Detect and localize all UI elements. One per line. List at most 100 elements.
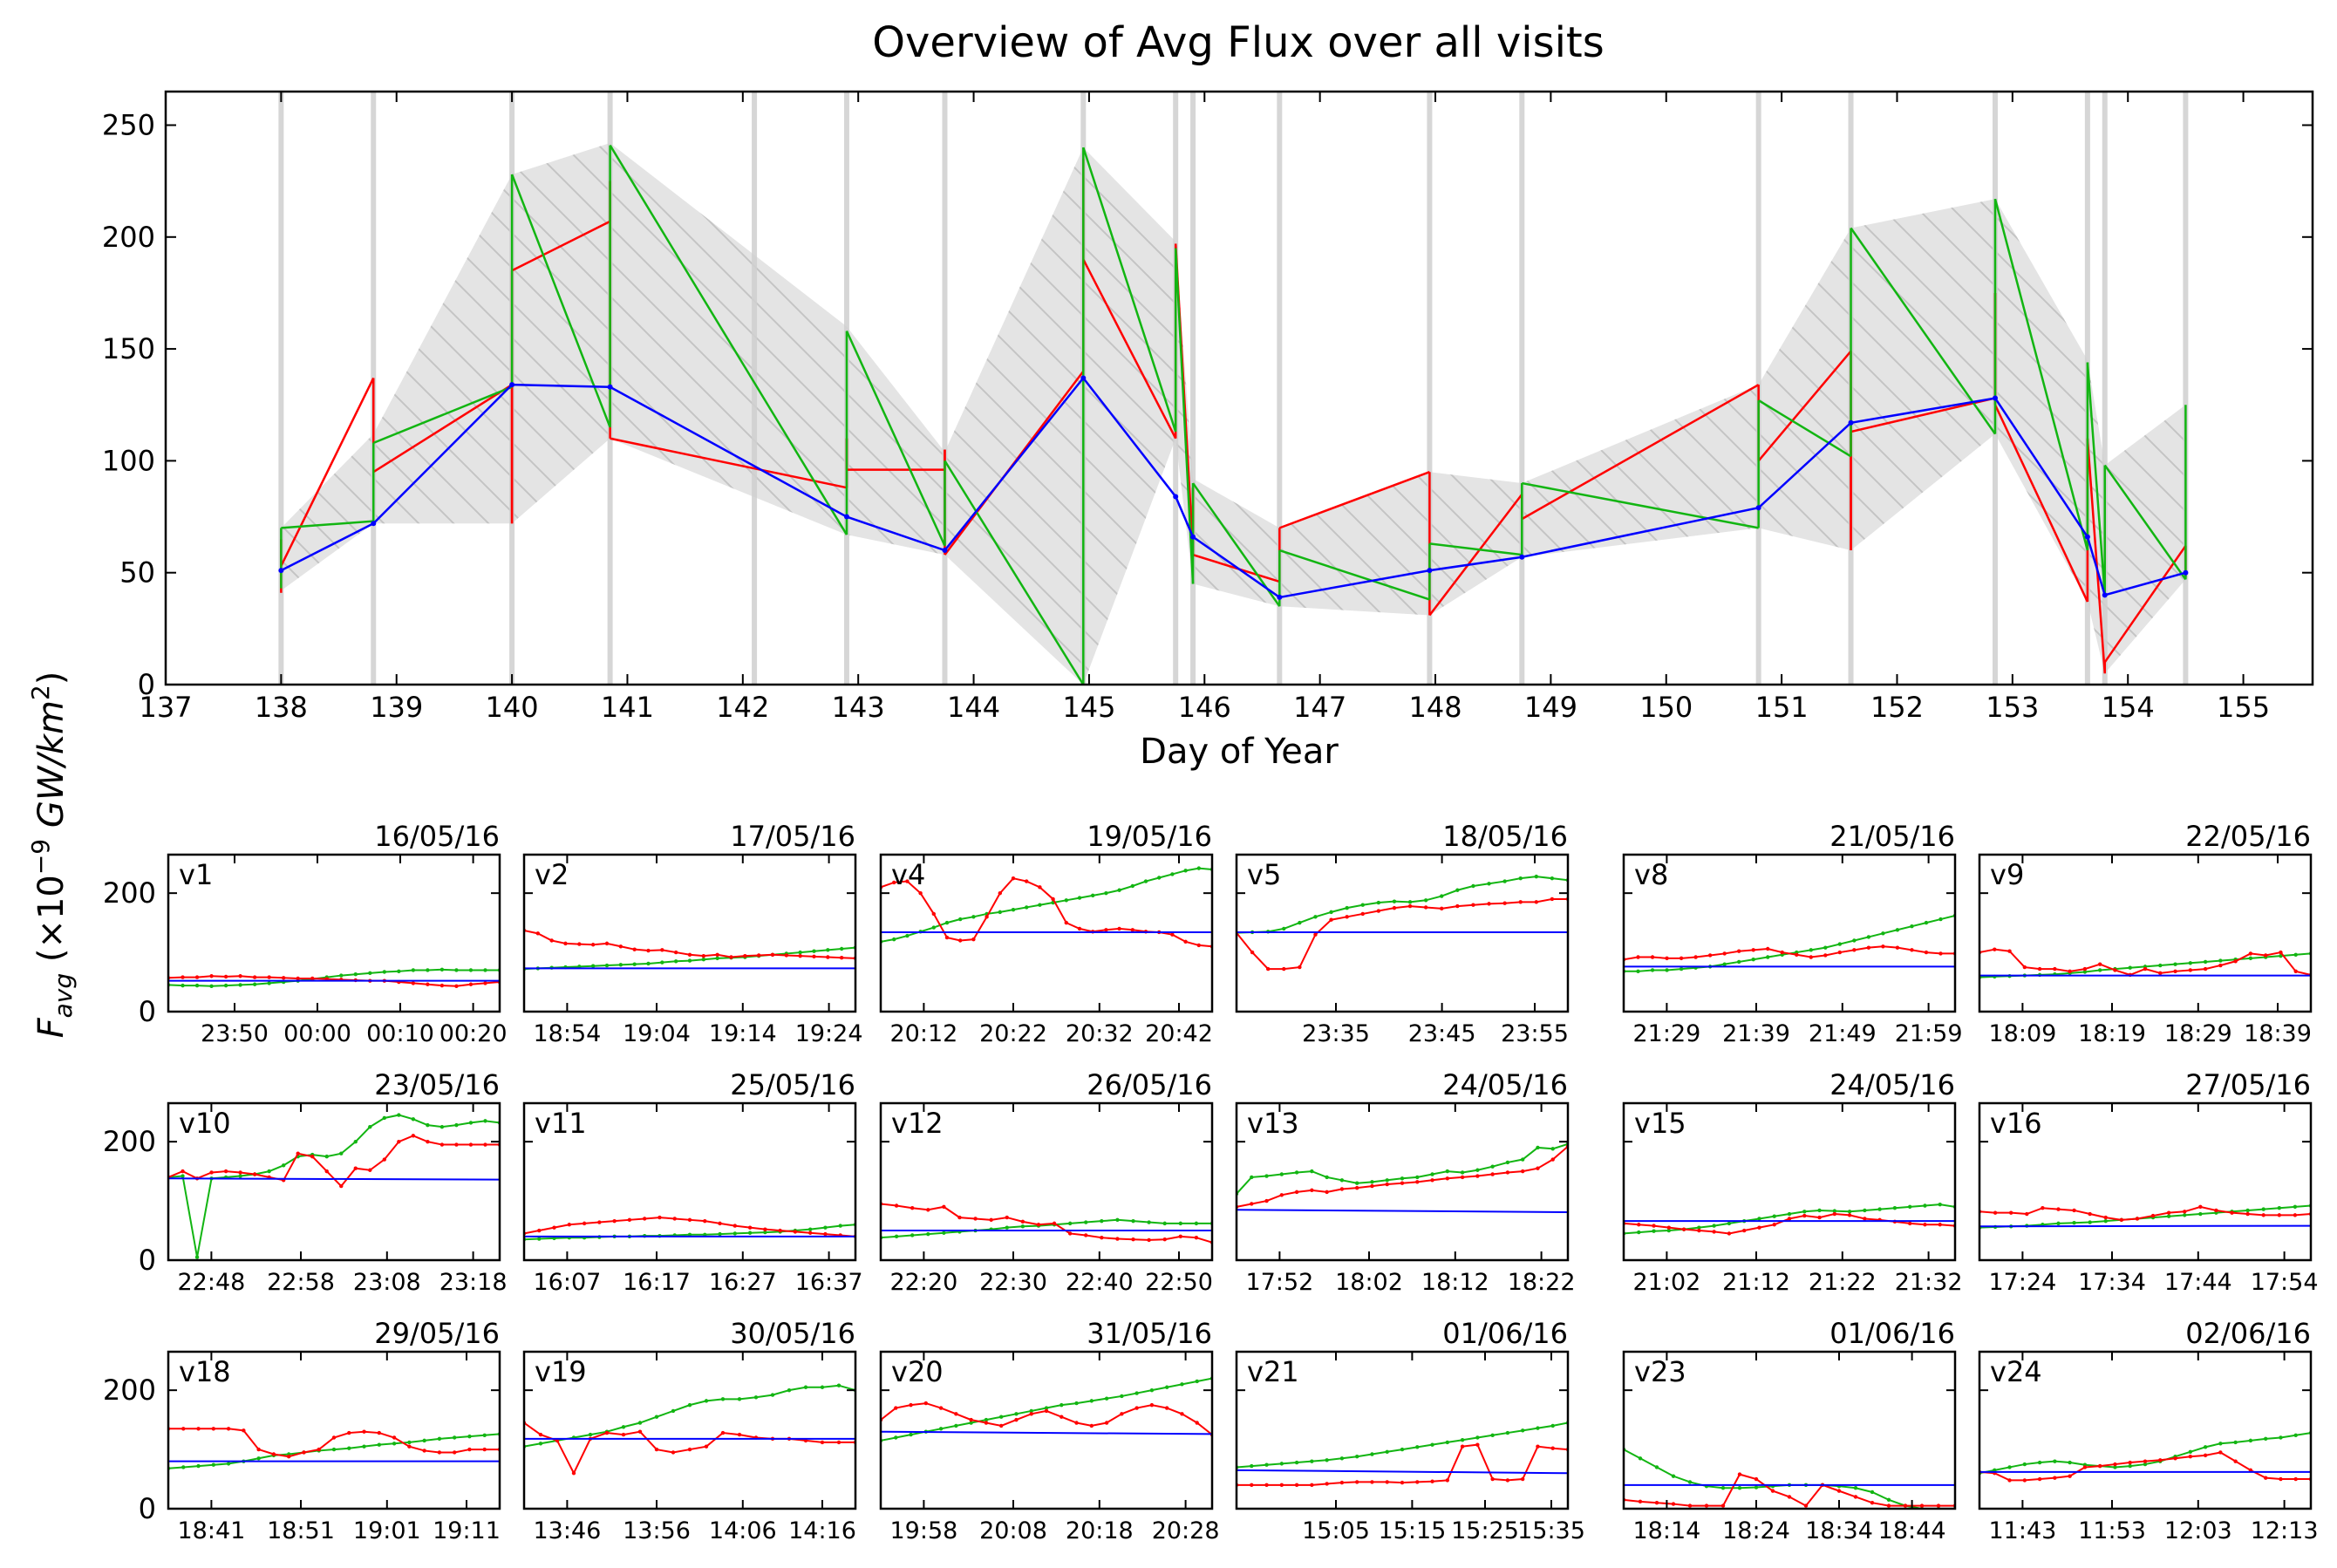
panel-visit-label: v24 — [1990, 1355, 2042, 1388]
x-tick-label: 137 — [139, 691, 192, 724]
panel-v20: 19:58 20:08 20:18 20:28 31/05/16 v20 — [879, 1317, 1220, 1544]
red-line-point — [687, 1217, 692, 1223]
green-line-point — [1550, 876, 1555, 881]
green-line-point — [1064, 898, 1069, 903]
green-line-point — [701, 958, 706, 962]
red-line-point — [577, 942, 582, 946]
green-line-point — [1020, 1224, 1025, 1229]
red-line-point — [839, 955, 844, 960]
red-line-point — [1415, 1180, 1420, 1184]
red-line-point — [1993, 1210, 1998, 1215]
green-line-point — [984, 1417, 989, 1422]
red-line-point — [1196, 943, 1202, 948]
svg-text:Favg (×10−9 GW/km2): Favg (×10−9 GW/km2) — [26, 672, 78, 1039]
red-line-point — [1817, 1215, 1822, 1220]
green-line-point — [1014, 1412, 1019, 1416]
red-line-point — [1837, 950, 1843, 955]
green-line-point — [1737, 1486, 1742, 1490]
green-line-point — [2233, 1440, 2238, 1445]
green-line-point — [2037, 1460, 2042, 1465]
green-line-point — [2248, 1438, 2253, 1443]
red-line-point — [1770, 1489, 1775, 1493]
green-line — [1979, 1204, 2311, 1229]
panel-v5: 23:35 23:45 23:55 18/05/16 v5 — [1235, 820, 1570, 1047]
green-line-point — [1279, 1172, 1284, 1176]
green-line-point — [1823, 945, 1828, 950]
red-line-point — [909, 1402, 913, 1408]
red-line-point — [1147, 1237, 1151, 1243]
red-line-point — [1460, 1444, 1465, 1449]
green-line-point — [2263, 1436, 2268, 1442]
green-line-point — [1407, 900, 1413, 904]
red-line-point — [2068, 1474, 2072, 1478]
green-line-point — [1310, 1169, 1314, 1174]
panel-plot-area — [1624, 1447, 1955, 1509]
red-line-point — [2233, 959, 2238, 964]
green-line-point — [1091, 893, 1095, 898]
green-segment — [1993, 198, 2089, 551]
panel-y-tick-label: 0 — [139, 1492, 156, 1525]
green-line-point — [1313, 915, 1318, 919]
green-line-point — [1637, 1230, 1641, 1235]
red-line-point — [604, 1430, 610, 1435]
panel-frame — [1622, 1350, 1957, 1510]
panel-frame — [879, 1350, 1214, 1510]
red-line-point — [778, 1228, 782, 1233]
panel-x-tick-label: 19:14 — [709, 1020, 777, 1047]
red-line-point — [1847, 1213, 1852, 1217]
green-line-point — [1536, 1426, 1540, 1430]
green-line-point — [1924, 920, 1929, 925]
red-line-point — [1923, 1223, 1927, 1227]
green-line-point — [2293, 1204, 2298, 1210]
red-line-point — [1264, 1198, 1269, 1203]
red-line-point — [1183, 939, 1188, 944]
panel-x-tick-label: 12:03 — [2164, 1517, 2232, 1544]
green-line-point — [1025, 905, 1029, 910]
red-line-point — [704, 1444, 709, 1449]
panel-x-tick-label: 19:04 — [623, 1020, 691, 1047]
green-line-point — [931, 925, 937, 930]
green-line-point — [942, 1231, 946, 1235]
red-line-point — [923, 1401, 929, 1406]
red-line-point — [701, 953, 706, 958]
panel-x-tick-label: 16:17 — [623, 1269, 691, 1296]
green-line-point — [1910, 924, 1914, 929]
green-line-point — [538, 1442, 543, 1446]
blue-point — [278, 568, 284, 574]
green-line-point — [1832, 1209, 1837, 1213]
blue-point — [2084, 534, 2090, 540]
red-line-point — [271, 1452, 276, 1456]
red-line-point — [672, 1217, 677, 1221]
green-line-point — [426, 1122, 430, 1128]
green-line-point — [2279, 1435, 2283, 1440]
red-line-point — [1460, 1175, 1465, 1180]
panel-frame — [1235, 1101, 1570, 1262]
green-line-point — [1376, 900, 1381, 905]
red-line-point — [582, 1221, 587, 1226]
red-line-point — [894, 1406, 898, 1410]
red-line-point — [1370, 1480, 1374, 1484]
red-line-point — [1870, 1501, 1875, 1505]
red-line-point — [1250, 1202, 1254, 1206]
green-line-point — [958, 917, 963, 922]
red-segment — [1521, 384, 1760, 521]
red-line-point — [1536, 1166, 1540, 1170]
panel-x-tick-label: 18:14 — [1632, 1517, 1700, 1544]
panel-v18: 0 200 18:41 18:51 19:01 19:11 29/05/16 v18 — [103, 1317, 501, 1544]
red-line-point — [1679, 956, 1684, 961]
panel-x-tick-label: 20:08 — [979, 1517, 1047, 1544]
green-line-point — [1550, 1147, 1555, 1151]
panel-x-tick-label: 15:15 — [1378, 1517, 1446, 1544]
green-line-point — [353, 1139, 358, 1144]
red-line-point — [2072, 1208, 2076, 1213]
green-line-point — [194, 983, 200, 988]
panel-y-tick-label: 0 — [139, 1244, 156, 1277]
red-line-point — [612, 1218, 617, 1224]
green-line-point — [838, 1224, 842, 1228]
red-line-point — [687, 952, 692, 957]
red-line-point — [931, 911, 937, 917]
green-line-point — [2183, 1213, 2187, 1217]
green-line-point — [1044, 1406, 1049, 1410]
red-line-point — [2293, 1476, 2298, 1482]
red-line-point — [454, 984, 459, 988]
